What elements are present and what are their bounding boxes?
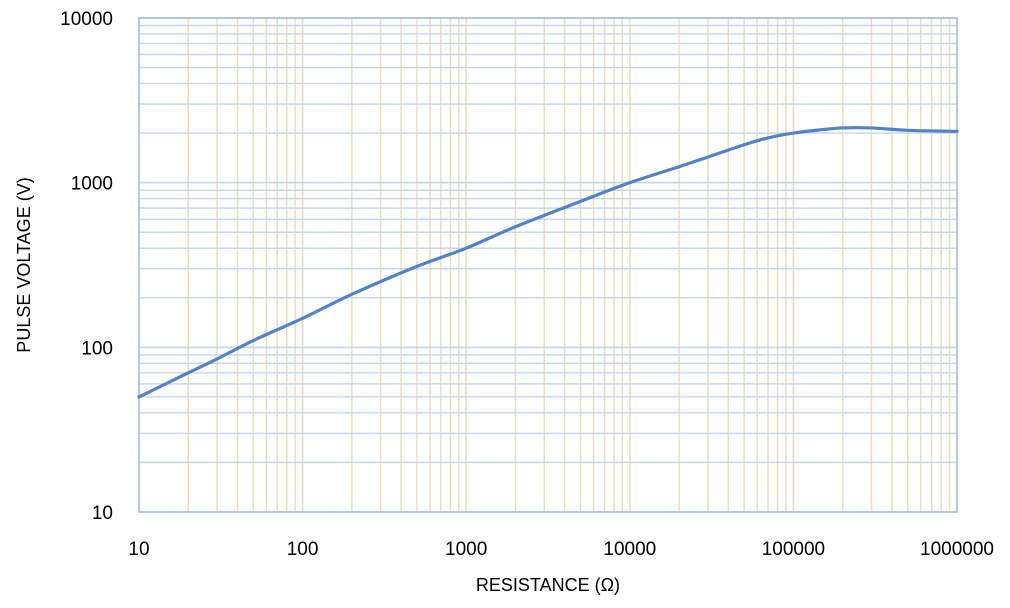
horizontal-gridlines (139, 17, 957, 513)
y-tick-label: 10000 (60, 9, 113, 30)
x-tick-label: 10 (128, 539, 149, 560)
y-tick-label: 1000 (71, 174, 113, 195)
y-tick-labels: 10 100 1000 10000 (60, 9, 113, 524)
series-line-0 (137, 126, 959, 399)
x-axis-title: RESISTANCE (Ω) (476, 575, 620, 595)
x-tick-label: 100 (287, 539, 319, 560)
plot-frame (138, 17, 958, 513)
vertical-gridlines (138, 18, 958, 512)
y-axis-title: PULSE VOLTAGE (V) (14, 177, 34, 352)
y-tick-label: 10 (92, 503, 113, 524)
x-tick-labels: 10 100 1000 10000 100000 1000000 (128, 539, 994, 560)
x-tick-label: 100000 (762, 539, 825, 560)
series-layer (137, 126, 959, 399)
x-tick-label: 1000 (445, 539, 487, 560)
y-tick-label: 100 (81, 338, 113, 359)
x-tick-label: 10000 (603, 539, 656, 560)
x-tick-label: 1000000 (920, 539, 994, 560)
